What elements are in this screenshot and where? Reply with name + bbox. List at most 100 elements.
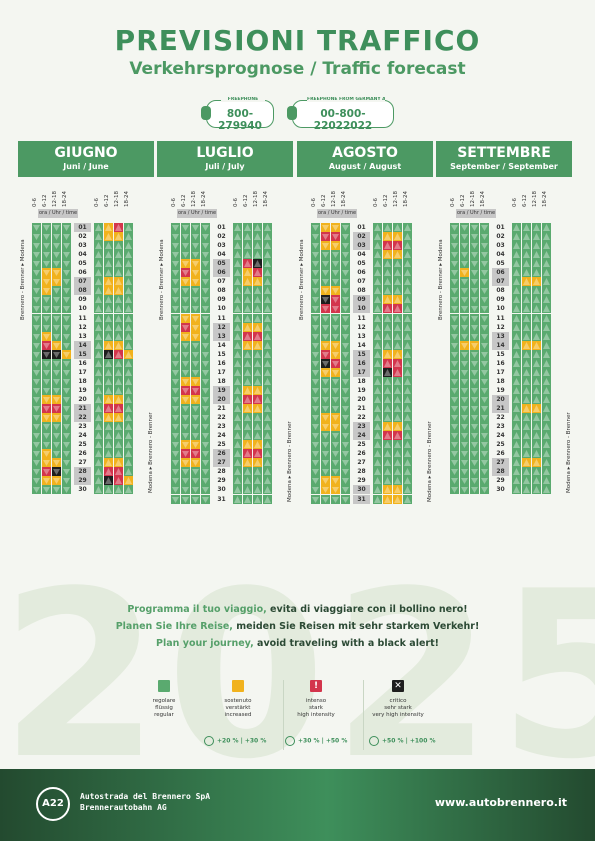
traffic-cell-northbound xyxy=(104,440,113,450)
traffic-cell-northbound xyxy=(253,223,262,232)
day-number: 05 xyxy=(78,260,87,268)
traffic-cell-southbound xyxy=(52,277,61,287)
traffic-cell-northbound xyxy=(393,476,402,486)
traffic-cell-southbound xyxy=(191,376,200,386)
traffic-cell-northbound xyxy=(124,259,133,269)
traffic-cell-southbound xyxy=(52,313,61,323)
traffic-cell-southbound xyxy=(470,304,479,314)
high-swatch-icon: ! xyxy=(310,680,322,692)
traffic-cell-southbound xyxy=(201,295,210,305)
time-slot-label: 18-24 xyxy=(201,191,207,207)
day-number: 30 xyxy=(217,486,226,494)
traffic-cell-northbound xyxy=(253,313,262,323)
traffic-cell-southbound xyxy=(460,440,469,450)
traffic-cell-northbound xyxy=(104,422,113,432)
freephone-box[interactable]: FREEPHONE 800-279940 xyxy=(201,97,274,132)
traffic-cell-southbound xyxy=(311,250,320,260)
day-number: 20 xyxy=(78,395,87,403)
website-link[interactable]: www.autobrennero.it xyxy=(434,796,567,809)
traffic-cell-southbound xyxy=(331,458,340,468)
time-slot-label: 12-18 xyxy=(331,191,337,207)
traffic-cell-northbound xyxy=(263,458,272,468)
traffic-cell-southbound xyxy=(171,431,180,441)
traffic-cell-southbound xyxy=(52,467,61,477)
traffic-cell-northbound xyxy=(94,422,103,432)
traffic-cell-northbound xyxy=(233,431,242,441)
traffic-cell-northbound xyxy=(114,358,123,368)
traffic-cell-southbound xyxy=(460,259,469,269)
traffic-cell-northbound xyxy=(243,467,252,477)
traffic-cell-northbound xyxy=(124,485,133,495)
traffic-cell-northbound xyxy=(383,458,392,468)
day-number: 18 xyxy=(357,377,366,385)
traffic-cell-southbound xyxy=(321,250,330,260)
traffic-cell-southbound xyxy=(470,232,479,242)
traffic-cell-southbound xyxy=(171,232,180,242)
traffic-cell-northbound xyxy=(263,349,272,359)
traffic-cell-southbound xyxy=(450,458,459,468)
day-number: 02 xyxy=(496,233,505,241)
traffic-cell-southbound xyxy=(191,485,200,495)
traffic-cell-southbound xyxy=(191,413,200,423)
international-phone-box[interactable]: FREEPHONE FROM GERMANY AUSTRIA NETHERLAN… xyxy=(287,97,394,132)
traffic-cell-northbound xyxy=(253,259,262,269)
time-slot-label: 0-6 xyxy=(171,198,177,207)
traffic-cell-southbound xyxy=(331,331,340,341)
traffic-cell-northbound xyxy=(532,286,541,296)
traffic-cell-northbound xyxy=(243,286,252,296)
traffic-cell-southbound xyxy=(460,322,469,332)
traffic-cell-southbound xyxy=(331,467,340,477)
traffic-cell-northbound xyxy=(532,467,541,477)
traffic-cell-northbound xyxy=(114,259,123,269)
traffic-cell-southbound xyxy=(181,440,190,450)
traffic-cell-northbound xyxy=(532,304,541,314)
traffic-cell-northbound xyxy=(124,431,133,441)
traffic-cell-northbound xyxy=(393,440,402,450)
direction-north-label: Modena ▸ Brennero - Brenner xyxy=(148,411,154,493)
traffic-cell-southbound xyxy=(331,277,340,287)
traffic-cell-northbound xyxy=(532,313,541,323)
traffic-cell-southbound xyxy=(62,476,71,486)
freephone-number[interactable]: 800-279940 xyxy=(218,108,262,132)
traffic-cell-northbound xyxy=(383,385,392,395)
traffic-cell-southbound xyxy=(341,331,350,341)
traffic-cell-northbound xyxy=(114,476,123,486)
traffic-cell-northbound xyxy=(373,449,382,459)
traffic-cell-southbound xyxy=(321,322,330,332)
traffic-cell-northbound xyxy=(124,340,133,350)
international-phone-number[interactable]: 00-800-22022022 xyxy=(313,108,373,132)
day-number: 01 xyxy=(217,224,226,231)
day-number: 15 xyxy=(74,349,91,359)
traffic-cell-northbound xyxy=(522,259,531,269)
traffic-cell-northbound xyxy=(263,476,272,486)
traffic-cell-southbound xyxy=(341,286,350,296)
traffic-cell-southbound xyxy=(201,358,210,368)
traffic-cell-southbound xyxy=(480,250,489,260)
traffic-cell-northbound xyxy=(542,232,551,242)
traffic-cell-southbound xyxy=(181,313,190,323)
traffic-cell-northbound xyxy=(94,322,103,332)
traffic-cell-northbound xyxy=(233,385,242,395)
traffic-cell-southbound xyxy=(331,358,340,368)
traffic-cell-northbound xyxy=(104,358,113,368)
day-number: 21 xyxy=(492,404,509,413)
time-slot-label: 18-24 xyxy=(263,191,269,207)
time-header-label: ora / Uhr / time xyxy=(177,209,217,218)
traffic-cell-southbound xyxy=(470,295,479,305)
traffic-cell-northbound xyxy=(263,340,272,350)
day-number: 09 xyxy=(353,295,370,305)
traffic-cell-southbound xyxy=(341,259,350,269)
clock-icon xyxy=(204,736,214,746)
traffic-cell-southbound xyxy=(321,440,330,450)
day-number: 26 xyxy=(78,450,87,458)
traffic-cell-southbound xyxy=(181,367,190,377)
traffic-cell-northbound xyxy=(373,367,382,377)
traffic-cell-northbound xyxy=(253,367,262,377)
traffic-cell-southbound xyxy=(321,449,330,459)
message-de-rest: meiden Sie Reisen mit sehr starkem Verke… xyxy=(232,621,480,632)
traffic-cell-southbound xyxy=(331,385,340,395)
traffic-cell-southbound xyxy=(450,467,459,477)
traffic-cell-northbound xyxy=(124,422,133,432)
traffic-cell-northbound xyxy=(253,232,262,242)
traffic-cell-southbound xyxy=(191,385,200,395)
